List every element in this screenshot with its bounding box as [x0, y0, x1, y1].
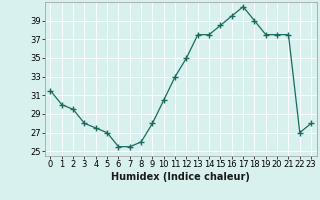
X-axis label: Humidex (Indice chaleur): Humidex (Indice chaleur): [111, 172, 250, 182]
